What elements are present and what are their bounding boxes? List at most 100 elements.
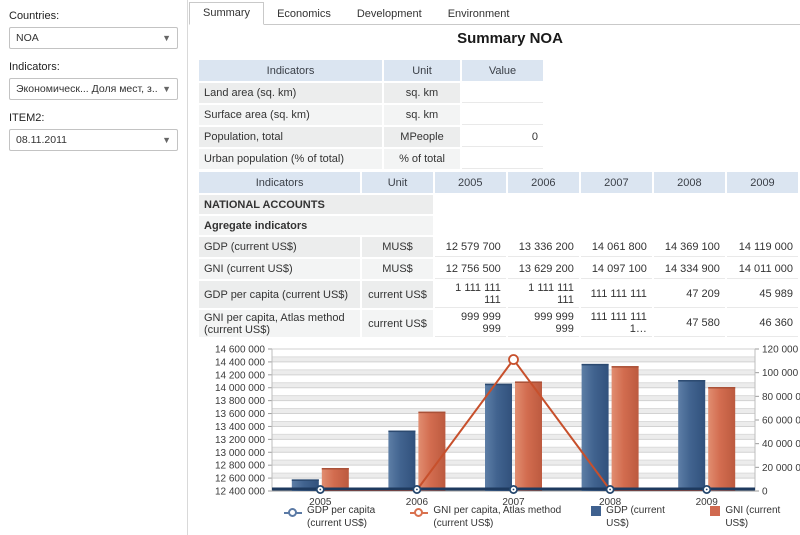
svg-text:120 000 000: 120 000 000: [762, 345, 800, 356]
cell-indicator: GNI (current US$): [199, 259, 361, 279]
svg-text:14 400 000: 14 400 000: [215, 357, 265, 368]
cell-indicator: GDP per capita (current US$): [199, 281, 361, 308]
cell-indicator: GDP (current US$): [199, 237, 361, 257]
cell-empty: [726, 216, 798, 235]
cell-empty: [580, 195, 652, 214]
svg-text:12 600 000: 12 600 000: [215, 474, 265, 485]
legend-item: GDP (current US$): [591, 504, 684, 530]
cell-indicator: GNI per capita, Atlas method (current US…: [199, 310, 361, 337]
table-row: GDP per capita (current US$) current US$ 1…: [199, 281, 798, 308]
combo-chart: 12 400 000 12 600 000 12 800 000 13 000 000…: [215, 345, 800, 509]
svg-text:13 000 000: 13 000 000: [215, 448, 265, 459]
cell-year-value: 14 061 800: [580, 237, 652, 257]
cell-empty: [580, 216, 652, 235]
legend-item: GNI per capita, Atlas method (current US…: [410, 504, 565, 530]
column-header: Indicators: [199, 60, 382, 81]
legend-square-icon: [591, 506, 602, 516]
cell-unit: MUS$: [362, 237, 433, 257]
svg-text:13 400 000: 13 400 000: [215, 422, 265, 433]
cell-year-value: 47 209: [653, 281, 725, 308]
cell-unit: sq. km: [384, 105, 460, 125]
item2-dropdown[interactable]: 08.11.2011 ▼: [9, 129, 178, 151]
indicators-dropdown-value: Экономическ... Доля мест, з... (1374): [16, 83, 158, 95]
cell-year-value: 111 111 111 1…: [580, 310, 652, 337]
cell-indicator: Land area (sq. km): [199, 83, 382, 103]
cell-year-value: 14 119 000: [726, 237, 798, 257]
table-row: Agregate indicators: [199, 216, 798, 235]
cell-year-value: 14 011 000: [726, 259, 798, 279]
cell-unit: sq. km: [384, 83, 460, 103]
svg-text:14 000 000: 14 000 000: [215, 383, 265, 394]
cell-unit: % of total: [384, 149, 460, 169]
legend-line-marker-icon: [410, 508, 429, 518]
svg-text:13 800 000: 13 800 000: [215, 396, 265, 407]
table-row: Land area (sq. km) sq. km: [199, 83, 543, 103]
svg-text:12 800 000: 12 800 000: [215, 461, 265, 472]
cell-empty: [434, 216, 506, 235]
cell-year-value: 999 999 999: [434, 310, 506, 337]
item2-dropdown-value: 08.11.2011: [16, 134, 67, 146]
cell-empty: [434, 195, 506, 214]
cell-year-value: 111 111 111: [580, 281, 652, 308]
column-header: 2006: [507, 172, 579, 193]
svg-text:2005: 2005: [309, 497, 332, 508]
countries-dropdown[interactable]: NOA ▼: [9, 27, 178, 49]
table-row: NATIONAL ACCOUNTS: [199, 195, 798, 214]
chevron-down-icon: ▼: [162, 33, 171, 43]
indicators-dropdown[interactable]: Экономическ... Доля мест, з... (1374) ▼: [9, 78, 178, 100]
svg-text:20 000 000: 20 000 000: [762, 463, 800, 474]
table-row: Urban population (% of total)% of total: [199, 149, 543, 169]
cell-empty: [726, 195, 798, 214]
cell-unit: current US$: [362, 310, 433, 337]
cell-year-value: 46 360: [726, 310, 798, 337]
chart-legend: GDP per capita (current US$) GNI per capi…: [284, 504, 800, 530]
item2-label: ITEM2:: [9, 112, 45, 124]
main-panel: Summary Economics Development Environment S…: [187, 0, 800, 535]
svg-text:13 200 000: 13 200 000: [215, 435, 265, 446]
cell-year-value: 13 336 200: [507, 237, 579, 257]
svg-text:14 200 000: 14 200 000: [215, 370, 265, 381]
cell-year-value: 47 580: [653, 310, 725, 337]
svg-text:100 000 000: 100 000 000: [762, 368, 800, 379]
cell-year-value: 14 369 100: [653, 237, 725, 257]
page-title: Summary NOA: [457, 30, 563, 47]
countries-label: Countries:: [9, 10, 60, 22]
column-header: 2009: [726, 172, 798, 193]
cell-indicator: Population, total: [199, 127, 382, 147]
chevron-down-icon: ▼: [162, 84, 171, 94]
svg-text:80 000 000: 80 000 000: [762, 392, 800, 403]
column-header: 2007: [580, 172, 652, 193]
cell-value: [462, 83, 543, 103]
legend-item: GNI (current US$): [710, 504, 800, 530]
legend-square-icon: [710, 506, 721, 516]
tab-development[interactable]: Development: [356, 8, 422, 20]
svg-text:2009: 2009: [696, 497, 719, 508]
svg-text:2006: 2006: [406, 497, 429, 508]
column-header: Value: [462, 60, 543, 81]
tab-summary[interactable]: Summary: [189, 2, 265, 25]
table-row: GNI (current US$) MUS$ 12 756 500 13 629 20…: [199, 259, 798, 279]
table-row: Population, total MPeople 0: [199, 127, 543, 147]
cell-year-value: 1 111 111 111: [507, 281, 579, 308]
svg-text:60 000 000: 60 000 000: [762, 416, 800, 427]
cell-year-value: 45 989: [726, 281, 798, 308]
countries-dropdown-value: NOA: [16, 32, 39, 44]
svg-text:12 400 000: 12 400 000: [215, 487, 265, 498]
tab-economics[interactable]: Economics: [277, 8, 331, 20]
cell-unit: current US$: [362, 281, 433, 308]
table-row: GDP (current US$) MUS$ 12 579 700 13 336 20…: [199, 237, 798, 257]
national-accounts-table: Indicators Unit 2005 2006 2007 2008 2009 NATION…: [197, 170, 800, 339]
legend-label: GDP per capita (current US$): [307, 505, 376, 529]
cell-value: [462, 105, 543, 125]
cell-empty: [507, 195, 579, 214]
tab-environment[interactable]: Environment: [447, 8, 510, 20]
tab-bar: Summary Economics Development Environment: [189, 2, 800, 25]
svg-text:40 000 000: 40 000 000: [762, 439, 800, 450]
table-row: Surface area (sq. km) sq. km: [199, 105, 543, 125]
legend-label: GDP (current US$): [606, 505, 665, 529]
svg-text:14 600 000: 14 600 000: [215, 345, 265, 356]
column-header: Unit: [384, 60, 460, 81]
cell-year-value: 14 334 900: [653, 259, 725, 279]
column-header: 2005: [434, 172, 506, 193]
